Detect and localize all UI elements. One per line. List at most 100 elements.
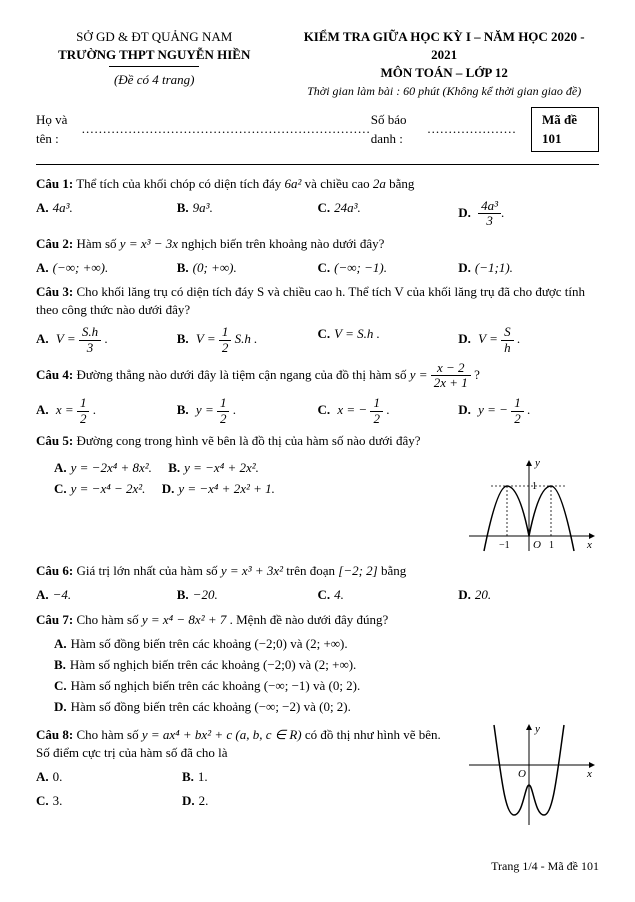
header-left: SỞ GD & ĐT QUẢNG NAM TRƯỜNG THPT NGUYỄN … xyxy=(36,28,272,99)
q4-label: Câu 4: xyxy=(36,367,73,382)
q5-tick-1x: 1 xyxy=(549,540,554,551)
q4-options: A. x = 12 . B. y = 12 . C. x = − 12 . D.… xyxy=(36,396,599,426)
question-4: Câu 4: Đường thẳng nào dưới đây là tiệm … xyxy=(36,361,599,391)
q2-expr: y = x³ − 3x xyxy=(120,236,178,251)
q6-expr: y = x³ + 3x² xyxy=(221,563,283,578)
q7-opt-c: Hàm số nghịch biến trên các khoảng (−∞; … xyxy=(71,678,361,693)
q5-axis-x: x xyxy=(586,539,592,551)
q2-opt-c: (−∞; −1). xyxy=(334,260,387,275)
q8-opt-b: 1. xyxy=(198,769,208,784)
q6-opt-b: −20. xyxy=(193,587,218,602)
page-footer: Trang 1/4 - Mã đề 101 xyxy=(36,858,599,875)
q2-text: Hàm số xyxy=(76,236,119,251)
q1-text-a: Thể tích của khối chóp có diện tích đáy xyxy=(76,176,284,191)
id-dots: ..................... xyxy=(427,120,516,138)
q6-opt-c: 4. xyxy=(334,587,344,602)
q8-opt-a: 0. xyxy=(53,769,63,784)
q5-axis-y: y xyxy=(534,457,540,469)
q8-label: Câu 8: xyxy=(36,727,73,742)
q2-opt-a: (−∞; +∞). xyxy=(53,260,109,275)
q7-opt-a: Hàm số đồng biến trên các khoảng (−2;0) … xyxy=(71,636,348,651)
q5-opt-d: y = −x⁴ + 2x² + 1. xyxy=(178,481,275,496)
q6-opt-a: −4. xyxy=(53,587,72,602)
q5-tick-m1: −1 xyxy=(499,540,510,551)
q7-text-a: Cho hàm số xyxy=(76,612,141,627)
exam-code-box: Mã đề 101 xyxy=(531,107,599,151)
header-divider xyxy=(36,164,599,165)
q6-text-b: trên đoạn xyxy=(286,563,338,578)
question-2: Câu 2: Hàm số y = x³ − 3x nghịch biến tr… xyxy=(36,235,599,253)
divider-short-left xyxy=(109,66,199,67)
name-dots: ........................................… xyxy=(82,120,371,138)
candidate-info-row: Họ và tên : ............................… xyxy=(36,107,599,151)
q8-figure: y x O xyxy=(459,720,599,830)
dept-name: SỞ GD & ĐT QUẢNG NAM xyxy=(36,28,272,46)
q2-options: A.(−∞; +∞). B.(0; +∞). C.(−∞; −1). D.(−1… xyxy=(36,259,599,277)
q8-axis-x: x xyxy=(586,768,592,780)
q7-opt-a-row: A.Hàm số đồng biến trên các khoảng (−2;0… xyxy=(54,635,599,653)
school-name: TRƯỜNG THPT NGUYỄN HIỀN xyxy=(36,46,272,64)
q5-label: Câu 5: xyxy=(36,433,73,448)
q7-opt-c-row: C.Hàm số nghịch biến trên các khoảng (−∞… xyxy=(54,677,599,695)
question-3: Câu 3: Cho khối lăng trụ có diện tích đá… xyxy=(36,283,599,319)
q8-text-a: Cho hàm số xyxy=(76,727,141,742)
q1-text-c: bằng xyxy=(389,176,414,191)
question-6: Câu 6: Giá trị lớn nhất của hàm số y = x… xyxy=(36,562,599,580)
q2-label: Câu 2: xyxy=(36,236,73,251)
id-label: Số báo danh : xyxy=(371,111,428,147)
question-1: Câu 1: Thể tích của khối chóp có diện tí… xyxy=(36,175,599,193)
name-label: Họ và tên : xyxy=(36,111,82,147)
q1-options: A.4a³. B.9a³. C.24a³. D. 4a³ 3 . xyxy=(36,199,599,229)
q1-opt-c: 24a³. xyxy=(334,200,361,215)
q8-origin: O xyxy=(518,768,526,780)
q7-label: Câu 7: xyxy=(36,612,73,627)
q3-text: Cho khối lăng trụ có diện tích đáy S và … xyxy=(36,284,585,317)
q8-row: Câu 8: Cho hàm số y = ax⁴ + bx² + c (a, … xyxy=(36,720,599,830)
q3-label: Câu 3: xyxy=(36,284,73,299)
q3-opt-c: V = S.h . xyxy=(334,326,380,341)
q1-opt-b: 9a³. xyxy=(193,200,213,215)
question-7: Câu 7: Cho hàm số y = x⁴ − 8x² + 7 . Mện… xyxy=(36,611,599,629)
q5-row: A.y = −2x⁴ + 8x². B.y = −x⁴ + 2x². C.y =… xyxy=(36,456,599,556)
q1-label: Câu 1: xyxy=(36,176,73,191)
q6-interval: [−2; 2] xyxy=(338,563,377,578)
q1-opt-a: 4a³. xyxy=(53,200,73,215)
q5-opt-c: y = −x⁴ − 2x². xyxy=(71,481,146,496)
q5-origin: O xyxy=(533,539,541,551)
q8-opt-d: 2. xyxy=(199,793,209,808)
q7-opt-b: Hàm số nghịch biến trên các khoảng (−2;0… xyxy=(70,657,356,672)
q2-opt-d: (−1;1). xyxy=(475,260,513,275)
q2-opt-b: (0; +∞). xyxy=(193,260,237,275)
q1-expr2: 2a xyxy=(373,176,386,191)
q7-opt-b-row: B.Hàm số nghịch biến trên các khoảng (−2… xyxy=(54,656,599,674)
q7-text-b: . Mệnh đề nào dưới đây đúng? xyxy=(230,612,389,627)
q7-opt-d-row: D.Hàm số đồng biến trên các khoảng (−∞; … xyxy=(54,698,599,716)
q7-opt-d: Hàm số đồng biến trên các khoảng (−∞; −2… xyxy=(71,699,351,714)
q5-figure: y x 1 −1 1 O xyxy=(459,456,599,556)
q5-opt-a: y = −2x⁴ + 8x². xyxy=(71,460,152,475)
q7-expr: y = x⁴ − 8x² + 7 xyxy=(142,612,227,627)
q1-text-b: và chiều cao xyxy=(305,176,373,191)
exam-title: KIỂM TRA GIỮA HỌC KỲ I – NĂM HỌC 2020 - … xyxy=(289,28,599,64)
q6-text-c: bằng xyxy=(381,563,406,578)
q6-text-a: Giá trị lớn nhất của hàm số xyxy=(76,563,220,578)
page-note: (Đề có 4 trang) xyxy=(36,71,272,89)
q1-expr1: 6a² xyxy=(285,176,302,191)
exam-timing: Thời gian làm bài : 60 phút (Không kể th… xyxy=(289,83,599,100)
q2-text2: nghịch biến trên khoảng nào dưới đây? xyxy=(181,236,384,251)
q5-opt-b: y = −x⁴ + 2x². xyxy=(184,460,259,475)
q5-tick-1: 1 xyxy=(532,481,537,492)
q8-options: A.0. B.1. xyxy=(36,768,328,786)
exam-header: SỞ GD & ĐT QUẢNG NAM TRƯỜNG THPT NGUYỄN … xyxy=(36,28,599,99)
q3-options: A. V = S.h3 . B. V = 12 S.h . C.V = S.h … xyxy=(36,325,599,355)
q8-opt-c: 3. xyxy=(53,793,63,808)
question-8: Câu 8: Cho hàm số y = ax⁴ + bx² + c (a, … xyxy=(36,726,453,762)
q4-text: Đường thẳng nào dưới đây là tiệm cận nga… xyxy=(76,367,409,382)
exam-subject: MÔN TOÁN – LỚP 12 xyxy=(289,64,599,82)
q8-options-2: C.3. D.2. xyxy=(36,792,328,810)
q8-axis-y: y xyxy=(534,723,540,735)
q6-opt-d: 20. xyxy=(475,587,491,602)
header-right: KIỂM TRA GIỮA HỌC KỲ I – NĂM HỌC 2020 - … xyxy=(289,28,599,99)
q6-label: Câu 6: xyxy=(36,563,73,578)
q8-expr: y = ax⁴ + bx² + c (a, b, c ∈ R) xyxy=(142,727,302,742)
